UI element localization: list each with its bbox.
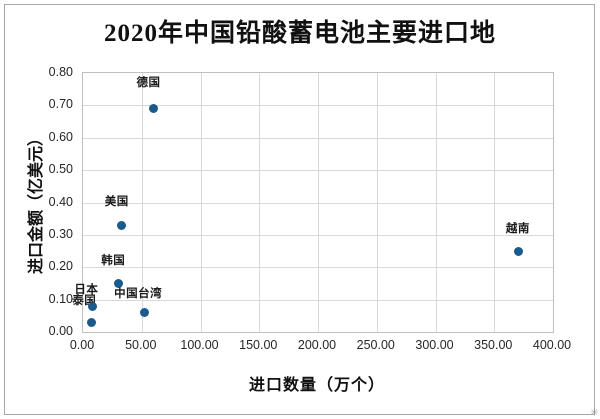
data-point-label: 美国 [104, 196, 129, 209]
data-point-label: 越南 [505, 223, 530, 236]
plot-area: 泰国 日本 韩国 美国 中国台湾 德国 越南 [72, 72, 554, 333]
gridline-horizontal [83, 299, 553, 301]
y-tick-label: 0.70 [48, 97, 73, 112]
x-tick-label: 50.00 [125, 338, 157, 352]
y-tick-label: 0.20 [48, 259, 73, 274]
corner-artifact: ✳ [589, 407, 599, 419]
data-point [87, 301, 97, 311]
gridline-horizontal [83, 137, 553, 139]
data-point [149, 104, 158, 114]
x-tick-label: 300.00 [415, 338, 454, 352]
data-point-label: 德国 [136, 76, 161, 89]
data-point [514, 246, 524, 256]
y-tick-label: 0.10 [48, 291, 73, 306]
x-tick-label: 350.00 [474, 338, 513, 352]
data-point-label: 中国台湾 [114, 287, 163, 300]
gridline-horizontal [83, 105, 553, 107]
x-tick-label: 250.00 [356, 338, 395, 352]
x-tick-label: 150.00 [239, 338, 278, 352]
data-point-label: 韩国 [101, 255, 126, 268]
x-tick-label: 400.00 [532, 338, 572, 352]
y-tick-label: 0.50 [48, 162, 73, 177]
x-tick-label: 200.00 [297, 338, 337, 352]
gridline-horizontal [83, 267, 553, 269]
data-point-label: 日本 [74, 284, 99, 297]
x-axis-title: 进口数量（万个） [248, 377, 385, 394]
y-tick-label: 0.00 [48, 324, 73, 338]
gridline-horizontal [83, 234, 553, 236]
data-point [139, 308, 149, 318]
x-tick-label: 100.00 [180, 338, 219, 352]
y-tick-label: 0.30 [48, 226, 73, 241]
y-tick-label: 0.80 [48, 65, 73, 79]
x-tick-label: 0.00 [69, 338, 95, 352]
data-point [113, 278, 123, 288]
gridline-horizontal [83, 170, 553, 172]
data-point [117, 220, 127, 230]
data-point [86, 317, 96, 327]
y-tick-label: 0.60 [48, 129, 73, 144]
gridline-horizontal [83, 202, 553, 204]
y-tick-label: 0.40 [48, 194, 73, 209]
chart-title: 2020年中国铅酸蓄电池主要进口地 [103, 20, 496, 47]
